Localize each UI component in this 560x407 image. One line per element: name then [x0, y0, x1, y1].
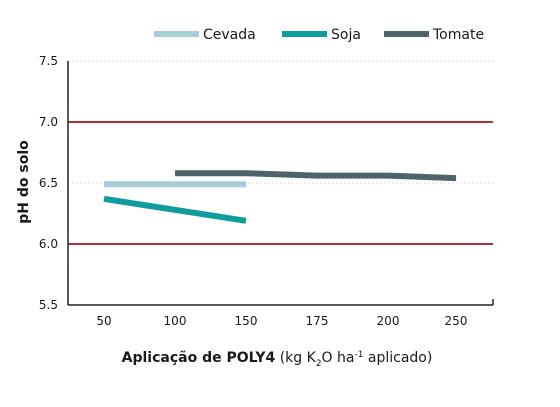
- x-axis-label-open: (kg K: [275, 350, 316, 366]
- x-tick-label: 150: [235, 314, 258, 328]
- legend-label-tomate: Tomate: [432, 27, 484, 43]
- y-axis-label: pH do solo: [16, 140, 32, 224]
- legend-swatch-cevada: [154, 31, 199, 37]
- x-axis-label-close: aplicado): [363, 350, 432, 366]
- legend-swatch-tomate: [384, 31, 429, 37]
- x-tick-labels: 50 100 150 175 200 250: [96, 314, 467, 328]
- y-tick-labels: 7.5 7.0 6.5 6.0 5.5: [39, 54, 58, 312]
- x-axis-label: Aplicação de POLY4 (kg K2O ha-1 aplicado…: [122, 350, 433, 369]
- y-tick-label: 7.5: [39, 54, 58, 68]
- reference-lines: [68, 121, 493, 245]
- x-axis-label-mid: O ha: [322, 350, 355, 366]
- legend-item-cevada: Cevada: [154, 27, 256, 43]
- legend-item-soja: Soja: [282, 27, 361, 43]
- legend-label-cevada: Cevada: [203, 27, 256, 43]
- legend-label-soja: Soja: [331, 27, 361, 43]
- y-tick-label: 6.5: [39, 176, 58, 190]
- series-line-soja: [103, 195, 247, 224]
- x-tick-label: 200: [377, 314, 400, 328]
- series-lines: [103, 170, 457, 224]
- x-axis-label-sub: 2: [316, 359, 322, 369]
- legend: Cevada Soja Tomate: [154, 27, 484, 43]
- x-axis-label-bold: Aplicação de POLY4: [122, 350, 276, 366]
- y-tick-label: 6.0: [39, 237, 58, 251]
- axes: [67, 61, 494, 306]
- x-tick-label: 100: [164, 314, 187, 328]
- x-tick-label: 250: [445, 314, 468, 328]
- y-tick-label: 5.5: [39, 298, 58, 312]
- x-tick-label: 175: [306, 314, 329, 328]
- y-tick-label: 7.0: [39, 115, 58, 129]
- x-axis-label-sup: -1: [354, 350, 363, 360]
- series-line-tomate: [175, 170, 457, 182]
- legend-swatch-soja: [282, 31, 327, 37]
- x-tick-label: 50: [96, 314, 111, 328]
- legend-item-tomate: Tomate: [384, 27, 484, 43]
